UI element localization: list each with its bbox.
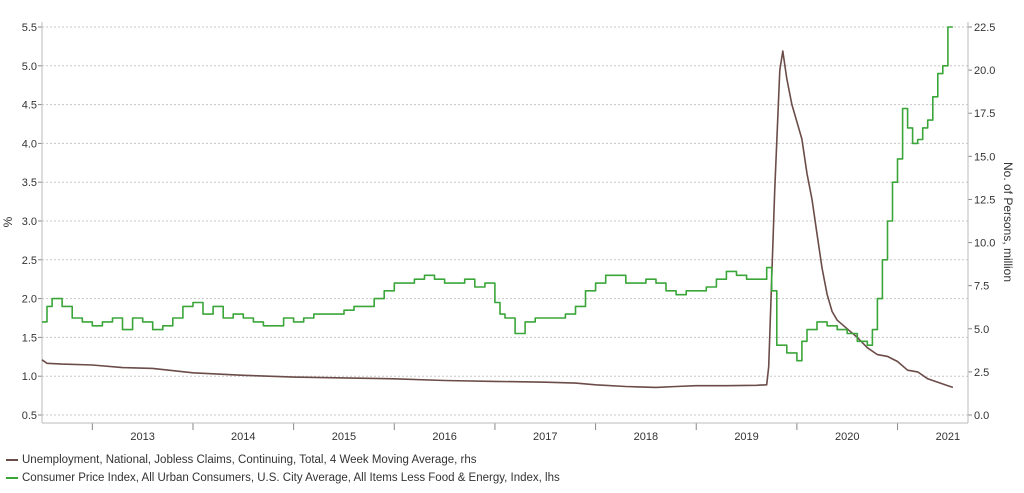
y-right-tick-label: 17.5	[974, 108, 995, 120]
y-left-tick-label: 1.5	[22, 332, 37, 344]
x-axis: 2013 2014 2015 2016 2017 2018 2019 2020 2021	[91, 423, 960, 443]
y-right-tick-label: 22.5	[974, 22, 995, 34]
legend-swatch-unemployment	[6, 459, 18, 461]
y-left-tick-label: 1.0	[22, 371, 37, 383]
x-tick-label: 2017	[533, 431, 557, 443]
y-right-tick-label: 7.5	[974, 281, 989, 293]
x-tick-label: 2013	[130, 431, 154, 443]
y-left-tick-label: 3.0	[22, 216, 37, 228]
y-right-tick-label: 0.0	[974, 410, 989, 422]
legend: Unemployment, National, Jobless Claims, …	[6, 451, 560, 487]
x-tick-label: 2018	[634, 431, 658, 443]
y-right-tick-label: 15.0	[974, 151, 995, 163]
y-left-tick-label: 4.5	[22, 100, 37, 112]
y-axis-right-title: No. of Persons, million	[1001, 162, 1015, 282]
series-line-unemployment	[41, 50, 954, 389]
y-left-tick-label: 3.5	[22, 177, 37, 189]
y-axis-left-title: %	[1, 216, 15, 227]
y-right-tick-label: 2.5	[974, 367, 989, 379]
legend-swatch-cpi	[6, 477, 18, 479]
series-line-cpi	[42, 26, 953, 362]
y-left-tick-label: 5.5	[22, 22, 37, 34]
y-left-tick-label: 0.5	[22, 410, 37, 422]
y-right-tick-label: 5.0	[974, 324, 989, 336]
y-left-tick-label: 4.0	[22, 138, 37, 150]
left-axis: 0.5 1.0 1.5 2.0 2.5 3.0 3.5 4.0 4.5 5.0 5.5	[22, 22, 42, 422]
legend-item-cpi: Consumer Price Index, All Urban Consumer…	[6, 469, 560, 487]
y-right-tick-label: 12.5	[974, 194, 995, 206]
x-tick-label: 2016	[432, 431, 456, 443]
x-tick-label: 2015	[332, 431, 356, 443]
y-right-tick-label: 10.0	[974, 238, 995, 250]
gridlines	[42, 26, 968, 416]
chart-canvas: 0.5 1.0 1.5 2.0 2.5 3.0 3.5 4.0 4.5 5.0 5.5 0.0 2.5…	[1, 22, 1015, 443]
y-left-tick-label: 5.0	[22, 61, 37, 73]
y-right-tick-label: 20.0	[974, 65, 995, 77]
x-tick-label: 2014	[231, 431, 255, 443]
y-left-tick-label: 2.0	[22, 294, 37, 306]
x-tick-label: 2019	[734, 431, 758, 443]
series-group	[41, 26, 954, 389]
legend-item-unemployment: Unemployment, National, Jobless Claims, …	[6, 451, 560, 469]
x-tick-label: 2021	[936, 431, 960, 443]
legend-label-cpi: Consumer Price Index, All Urban Consumer…	[22, 472, 560, 484]
x-tick-label: 2020	[835, 431, 859, 443]
right-axis: 0.0 2.5 5.0 7.5 10.0 12.5 15.0 17.5 20.0 22.5	[968, 22, 995, 422]
y-left-tick-label: 2.5	[22, 255, 37, 267]
legend-label-unemployment: Unemployment, National, Jobless Claims, …	[22, 454, 477, 466]
